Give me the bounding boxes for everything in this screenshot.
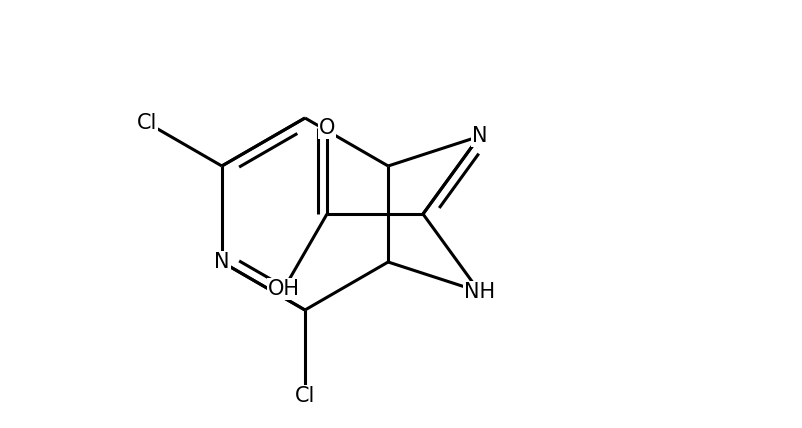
Text: OH: OH (268, 279, 300, 299)
Text: O: O (319, 118, 335, 137)
Text: Cl: Cl (295, 386, 315, 407)
Text: N: N (214, 252, 229, 272)
Text: N: N (472, 126, 487, 146)
Text: Cl: Cl (137, 113, 157, 133)
Text: NH: NH (464, 282, 495, 302)
